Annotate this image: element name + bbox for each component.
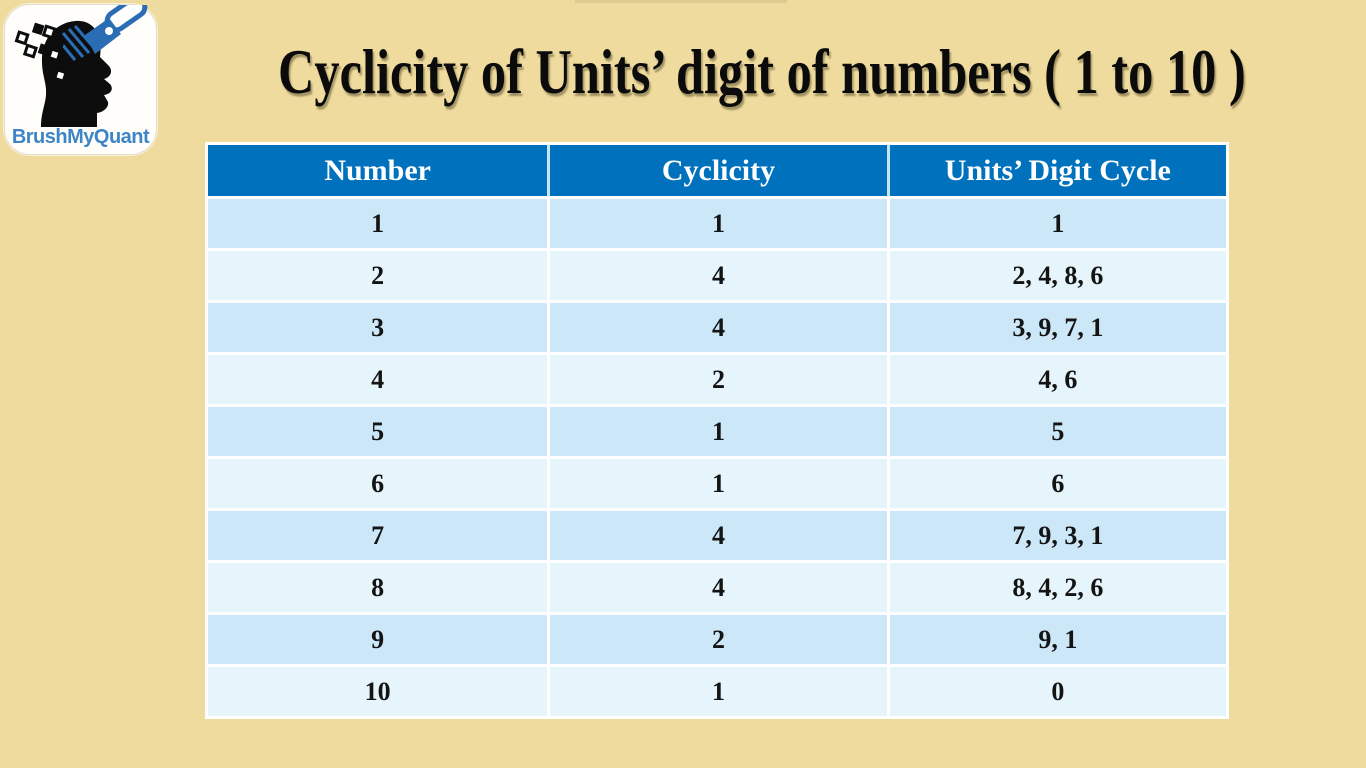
table-cell: 4, 6 bbox=[886, 352, 1226, 404]
table-cell: 3 bbox=[208, 300, 548, 352]
table-cell: 6 bbox=[886, 456, 1226, 508]
page-title: Cyclicity of Units’ digit of numbers ( 1… bbox=[165, 34, 1358, 110]
pixel-squares-icon bbox=[14, 22, 72, 84]
table-row: 3 4 3, 9, 7, 1 bbox=[208, 300, 1226, 352]
brand-name: BrushMyQuant bbox=[11, 126, 150, 148]
table-cell: 4 bbox=[208, 352, 548, 404]
column-header-cyclicity: Cyclicity bbox=[547, 145, 887, 196]
table-cell: 1 bbox=[547, 404, 887, 456]
table-cell: 5 bbox=[208, 404, 548, 456]
table-cell: 4 bbox=[547, 300, 887, 352]
table-row: 9 2 9, 1 bbox=[208, 612, 1226, 664]
table-cell: 6 bbox=[208, 456, 548, 508]
table-cell: 2 bbox=[547, 352, 887, 404]
table-row: 10 1 0 bbox=[208, 664, 1226, 716]
table-cell: 1 bbox=[208, 196, 548, 248]
table-cell: 0 bbox=[886, 664, 1226, 716]
table-row: 7 4 7, 9, 3, 1 bbox=[208, 508, 1226, 560]
table-cell: 2 bbox=[208, 248, 548, 300]
table-cell: 2 bbox=[547, 612, 887, 664]
page-title-text: Cyclicity of Units’ digit of numbers ( 1… bbox=[277, 36, 1246, 107]
table-cell: 7 bbox=[208, 508, 548, 560]
table-cell: 3, 9, 7, 1 bbox=[886, 300, 1226, 352]
table-cell: 1 bbox=[547, 196, 887, 248]
table-cell: 8 bbox=[208, 560, 548, 612]
top-edge-artifact bbox=[575, 0, 787, 3]
table-cell: 10 bbox=[208, 664, 548, 716]
table-cell: 1 bbox=[886, 196, 1226, 248]
table-header-row: Number Cyclicity Units’ Digit Cycle bbox=[208, 145, 1226, 196]
brand-logo-graphic bbox=[14, 5, 148, 127]
table-row: 2 4 2, 4, 8, 6 bbox=[208, 248, 1226, 300]
table-cell: 2, 4, 8, 6 bbox=[886, 248, 1226, 300]
table-cell: 7, 9, 3, 1 bbox=[886, 508, 1226, 560]
column-header-units-digit-cycle: Units’ Digit Cycle bbox=[886, 145, 1226, 196]
table-cell: 1 bbox=[547, 664, 887, 716]
table-row: 4 2 4, 6 bbox=[208, 352, 1226, 404]
table-cell: 5 bbox=[886, 404, 1226, 456]
table-row: 8 4 8, 4, 2, 6 bbox=[208, 560, 1226, 612]
brand-logo: BrushMyQuant bbox=[4, 4, 157, 155]
column-header-number: Number bbox=[208, 145, 548, 196]
table-cell: 4 bbox=[547, 508, 887, 560]
table-cell: 9, 1 bbox=[886, 612, 1226, 664]
table-cell: 9 bbox=[208, 612, 548, 664]
table-cell: 4 bbox=[547, 560, 887, 612]
table-cell: 1 bbox=[547, 456, 887, 508]
table-cell: 4 bbox=[547, 248, 887, 300]
table-cell: 8, 4, 2, 6 bbox=[886, 560, 1226, 612]
paint-brush-icon bbox=[55, 5, 148, 61]
